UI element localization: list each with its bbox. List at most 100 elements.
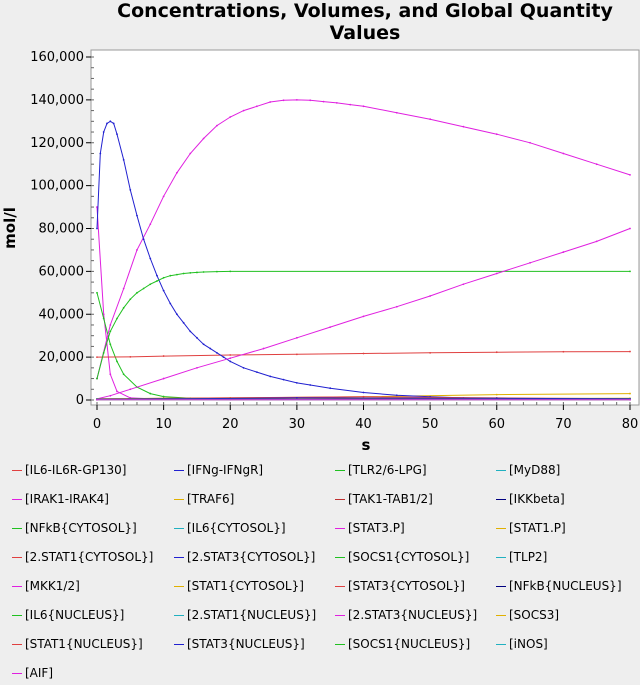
legend-swatch	[174, 585, 184, 587]
x-tick-label: 70	[555, 417, 572, 432]
y-tick-label: 40,000	[39, 307, 85, 322]
data-point	[116, 390, 118, 393]
data-point	[229, 270, 232, 273]
legend-swatch	[335, 614, 345, 616]
data-point	[362, 395, 365, 398]
data-point	[562, 350, 565, 353]
data-point	[96, 227, 98, 230]
x-tick-label: 20	[222, 417, 239, 432]
data-point	[216, 270, 218, 273]
data-point	[202, 137, 205, 140]
legend-swatch	[335, 643, 345, 645]
data-point	[162, 355, 165, 357]
legend-label: [SOCS1{NUCLEUS}]	[348, 637, 471, 651]
legend-swatch	[335, 527, 345, 529]
data-point	[116, 317, 118, 320]
data-point	[269, 101, 272, 103]
x-tick-label: 80	[622, 417, 639, 432]
data-point	[122, 373, 125, 376]
legend-label: [2.STAT3{NUCLEUS}]	[348, 608, 478, 622]
data-point	[136, 249, 138, 251]
data-point	[629, 174, 631, 176]
data-point	[96, 377, 98, 380]
legend-swatch	[12, 585, 22, 587]
data-point	[462, 125, 465, 128]
legend-label: [STAT1.P]	[509, 521, 566, 535]
legend-swatch	[335, 585, 345, 587]
legend-label: [MyD88]	[509, 463, 561, 477]
data-point	[242, 366, 245, 369]
data-point	[295, 396, 298, 399]
data-point	[189, 271, 192, 274]
legend-item: [2.STAT1{CYTOSOL}]	[12, 547, 153, 567]
legend-swatch	[496, 585, 506, 587]
line-chart: 0 20,000 40,000 60,000 80,000 100,000 120,000 1…	[1, 49, 640, 454]
data-point	[122, 159, 125, 161]
legend-item: [IRAK1-IRAK4]	[12, 489, 109, 509]
data-point	[196, 336, 198, 339]
data-point	[329, 387, 332, 390]
data-point	[149, 392, 152, 395]
data-point	[295, 336, 298, 339]
data-point	[309, 384, 312, 386]
data-point	[629, 392, 631, 395]
legend-label: [STAT3{CYTOSOL}]	[348, 579, 465, 593]
legend-item: [SOCS1{CYTOSOL}]	[335, 547, 469, 567]
data-point	[189, 330, 192, 333]
legend-item: [MyD88]	[496, 460, 560, 480]
plot-area	[90, 49, 640, 406]
data-point	[116, 133, 118, 136]
data-point	[106, 122, 108, 125]
data-point	[102, 351, 105, 354]
legend-item: [STAT3.P]	[335, 518, 405, 538]
series-line-socs1-cytosol	[96, 270, 630, 379]
data-point	[529, 141, 531, 144]
legend-label: [TLP2]	[509, 550, 548, 564]
data-point	[562, 152, 565, 155]
y-tick-label: 160,000	[30, 50, 84, 65]
legend-label: [2.STAT1{CYTOSOL}]	[25, 550, 154, 564]
x-tick-label: 40	[355, 417, 372, 432]
legend-swatch	[496, 614, 506, 616]
data-point	[96, 356, 98, 359]
data-point	[395, 305, 398, 308]
legend-label: [STAT3{NUCLEUS}]	[187, 637, 305, 651]
series-line-stat3-nucleus	[96, 397, 631, 400]
legend-label: [TRAF6]	[187, 492, 235, 506]
legend-swatch	[496, 643, 506, 645]
data-point	[96, 291, 98, 294]
data-point	[362, 352, 365, 355]
data-point	[142, 287, 145, 290]
legend-swatch	[12, 469, 22, 471]
data-point	[209, 347, 212, 350]
data-point	[429, 118, 432, 121]
data-point	[462, 283, 465, 286]
data-point	[112, 122, 115, 125]
legend-item: [STAT3{NUCLEUS}]	[174, 634, 305, 654]
legend-item: [NFkB{NUCLEUS}]	[496, 576, 622, 596]
legend-swatch	[12, 672, 22, 674]
legend-label: [TAK1-TAB1/2]	[348, 492, 433, 506]
data-point	[262, 347, 265, 350]
data-point	[136, 214, 138, 217]
legend-swatch	[335, 498, 345, 500]
legend-item: [MKK1/2]	[12, 576, 80, 596]
data-point	[176, 273, 178, 276]
data-point	[129, 298, 132, 301]
data-point	[242, 109, 245, 112]
data-point	[295, 353, 298, 356]
legend-swatch	[174, 469, 184, 471]
legend-item: [AIF]	[12, 663, 53, 683]
chart-title: Concentrations, Volumes, and Global Quan…	[117, 0, 613, 44]
data-point	[229, 360, 232, 363]
data-point	[202, 271, 205, 273]
y-axis-label: mol/l	[1, 207, 19, 249]
data-point	[149, 257, 152, 260]
legend-item: [STAT1.P]	[496, 518, 566, 538]
data-point	[229, 116, 232, 118]
legend-item: [SOCS1{NUCLEUS}]	[335, 634, 470, 654]
y-tick-label: 60,000	[39, 264, 85, 279]
data-point	[149, 283, 152, 286]
data-point	[202, 343, 205, 346]
data-point	[196, 271, 198, 274]
